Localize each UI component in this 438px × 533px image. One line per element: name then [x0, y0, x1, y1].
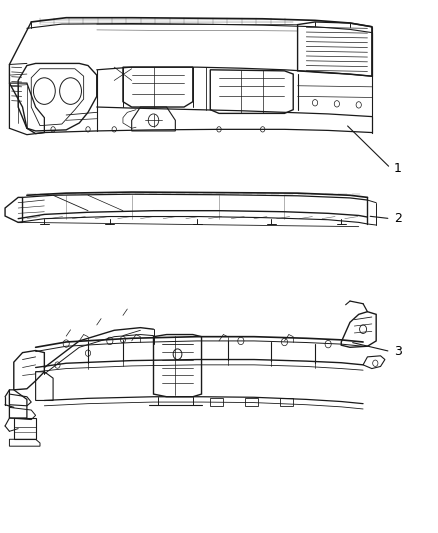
Text: 2: 2 — [394, 212, 402, 225]
Text: 3: 3 — [394, 345, 402, 358]
Text: 1: 1 — [394, 161, 402, 175]
